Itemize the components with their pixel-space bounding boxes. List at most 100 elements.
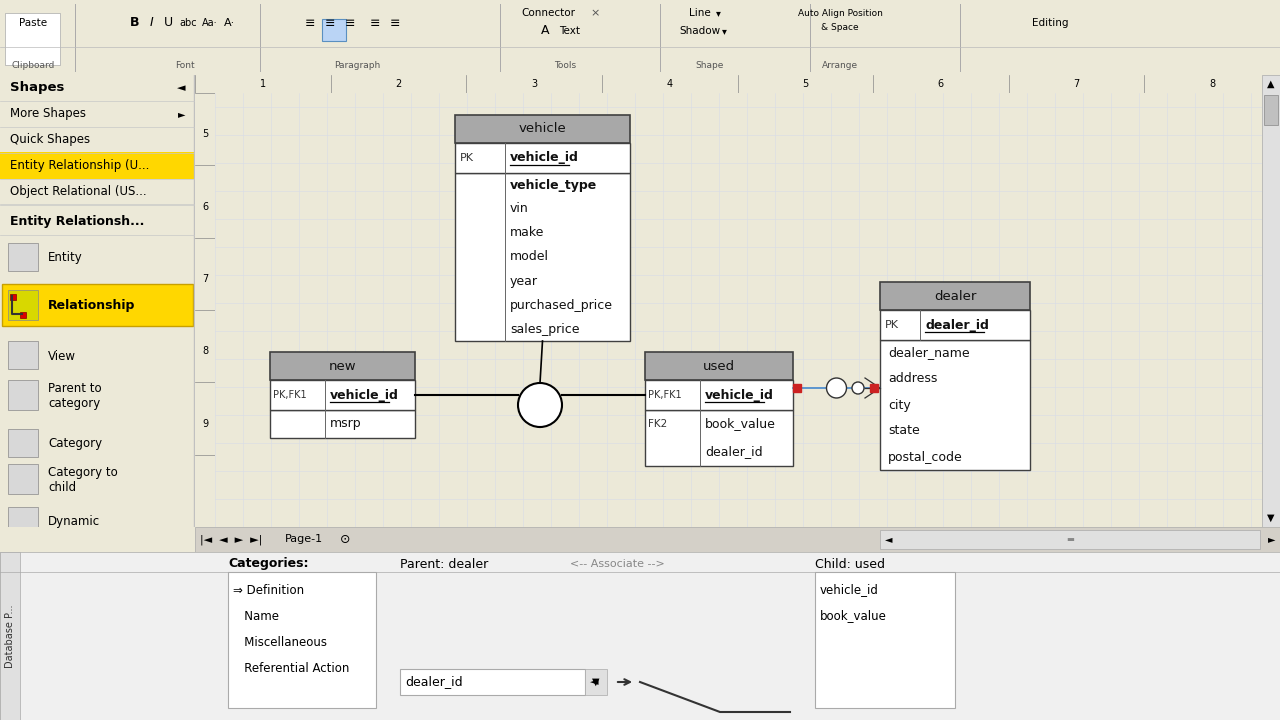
Bar bbox=[815, 572, 955, 708]
Text: model: model bbox=[509, 251, 549, 264]
Bar bbox=[1265, 95, 1277, 125]
Text: Shapes: Shapes bbox=[10, 81, 64, 94]
Text: |◄  ◄  ►  ►|: |◄ ◄ ► ►| bbox=[200, 534, 262, 545]
Text: A: A bbox=[540, 24, 549, 37]
Text: Dynamic: Dynamic bbox=[49, 516, 100, 528]
Text: ⊙: ⊙ bbox=[340, 533, 351, 546]
Text: postal_code: postal_code bbox=[888, 451, 963, 464]
Text: U: U bbox=[164, 17, 173, 30]
Text: Entity: Entity bbox=[49, 251, 83, 264]
Bar bbox=[8, 341, 38, 369]
Text: Category to
child: Category to child bbox=[49, 466, 118, 494]
Text: Line: Line bbox=[689, 8, 710, 18]
Text: dealer_name: dealer_name bbox=[888, 346, 970, 359]
Text: Tools: Tools bbox=[554, 61, 576, 70]
Bar bbox=[881, 340, 1030, 470]
Text: Entity Relationsh...: Entity Relationsh... bbox=[10, 215, 145, 228]
Bar bbox=[8, 429, 38, 457]
Text: Auto Align Position: Auto Align Position bbox=[797, 9, 882, 17]
Text: ≡: ≡ bbox=[325, 17, 335, 30]
Text: Relationship: Relationship bbox=[49, 300, 136, 312]
Text: Entity Relationship (U...: Entity Relationship (U... bbox=[10, 160, 150, 173]
Bar bbox=[8, 464, 38, 494]
Text: View: View bbox=[49, 349, 76, 362]
Text: ◄: ◄ bbox=[590, 677, 599, 687]
Bar bbox=[8, 507, 38, 535]
Text: ▾: ▾ bbox=[716, 8, 721, 18]
Text: Referential Action: Referential Action bbox=[233, 662, 349, 675]
Text: year: year bbox=[509, 274, 538, 287]
Text: Child: used: Child: used bbox=[815, 557, 884, 570]
Text: Arrange: Arrange bbox=[822, 61, 858, 70]
Text: <-- Associate -->: <-- Associate --> bbox=[570, 559, 664, 569]
Bar bbox=[270, 380, 415, 410]
Text: 1: 1 bbox=[260, 79, 266, 89]
Text: ≡: ≡ bbox=[305, 17, 315, 30]
Text: Parent to
category: Parent to category bbox=[49, 382, 101, 410]
Text: Paragraph: Paragraph bbox=[334, 61, 380, 70]
Bar bbox=[645, 410, 794, 466]
Text: ►: ► bbox=[178, 109, 186, 119]
Text: ▼: ▼ bbox=[1267, 513, 1275, 523]
Bar bbox=[0, 152, 195, 179]
Bar bbox=[0, 552, 20, 720]
Text: dealer_id: dealer_id bbox=[925, 318, 989, 331]
Text: 7: 7 bbox=[1074, 79, 1080, 89]
Text: & Space: & Space bbox=[822, 22, 859, 32]
Text: B: B bbox=[131, 17, 140, 30]
Text: Parent: dealer: Parent: dealer bbox=[399, 557, 488, 570]
Bar bbox=[454, 173, 630, 341]
Bar bbox=[3, 284, 193, 326]
Text: ▾: ▾ bbox=[722, 26, 727, 36]
Text: 6: 6 bbox=[938, 79, 945, 89]
Text: 8: 8 bbox=[202, 346, 209, 356]
Bar bbox=[270, 352, 415, 380]
Bar bbox=[794, 384, 801, 392]
Text: make: make bbox=[509, 227, 544, 240]
Bar bbox=[323, 19, 346, 41]
Text: vehicle_type: vehicle_type bbox=[509, 179, 598, 192]
Text: vehicle_id: vehicle_id bbox=[820, 583, 879, 596]
Text: Editing: Editing bbox=[1032, 18, 1069, 28]
Text: 8: 8 bbox=[1210, 79, 1215, 89]
Text: used: used bbox=[703, 359, 735, 372]
Text: new: new bbox=[329, 359, 356, 372]
Bar bbox=[8, 380, 38, 410]
Text: PK: PK bbox=[884, 320, 899, 330]
Text: msrp: msrp bbox=[330, 418, 362, 431]
Text: purchased_price: purchased_price bbox=[509, 299, 613, 312]
Bar bbox=[399, 669, 585, 695]
Text: abc: abc bbox=[179, 18, 197, 28]
Bar bbox=[454, 115, 630, 143]
Text: Category: Category bbox=[49, 438, 102, 451]
Text: ×: × bbox=[590, 8, 600, 18]
Text: Shadow: Shadow bbox=[680, 26, 721, 36]
Bar bbox=[454, 143, 630, 173]
Text: vehicle: vehicle bbox=[518, 122, 566, 135]
Text: ►: ► bbox=[1267, 534, 1275, 544]
Text: 5: 5 bbox=[803, 79, 809, 89]
Text: vehicle_id: vehicle_id bbox=[705, 389, 774, 402]
Text: ▼: ▼ bbox=[593, 677, 600, 687]
Text: PK,FK1: PK,FK1 bbox=[273, 390, 307, 400]
Bar bbox=[8, 243, 38, 271]
Text: Clipboard: Clipboard bbox=[12, 61, 55, 70]
Text: I: I bbox=[150, 17, 154, 30]
Text: ◄: ◄ bbox=[177, 83, 186, 93]
Text: ≡: ≡ bbox=[389, 17, 401, 30]
Bar bbox=[585, 669, 607, 695]
Text: Text: Text bbox=[559, 26, 581, 36]
Text: Categories:: Categories: bbox=[228, 557, 308, 570]
Bar bbox=[645, 380, 794, 410]
Text: book_value: book_value bbox=[820, 610, 887, 623]
Text: ◄: ◄ bbox=[884, 534, 892, 544]
Circle shape bbox=[852, 382, 864, 394]
Bar bbox=[881, 282, 1030, 310]
Text: 5: 5 bbox=[202, 130, 209, 140]
Text: 7: 7 bbox=[202, 274, 209, 284]
Text: ≡: ≡ bbox=[344, 17, 356, 30]
Text: Page-1: Page-1 bbox=[285, 534, 323, 544]
Text: PK,FK1: PK,FK1 bbox=[648, 390, 682, 400]
Text: Miscellaneous: Miscellaneous bbox=[233, 636, 326, 649]
Text: sales_price: sales_price bbox=[509, 323, 580, 336]
